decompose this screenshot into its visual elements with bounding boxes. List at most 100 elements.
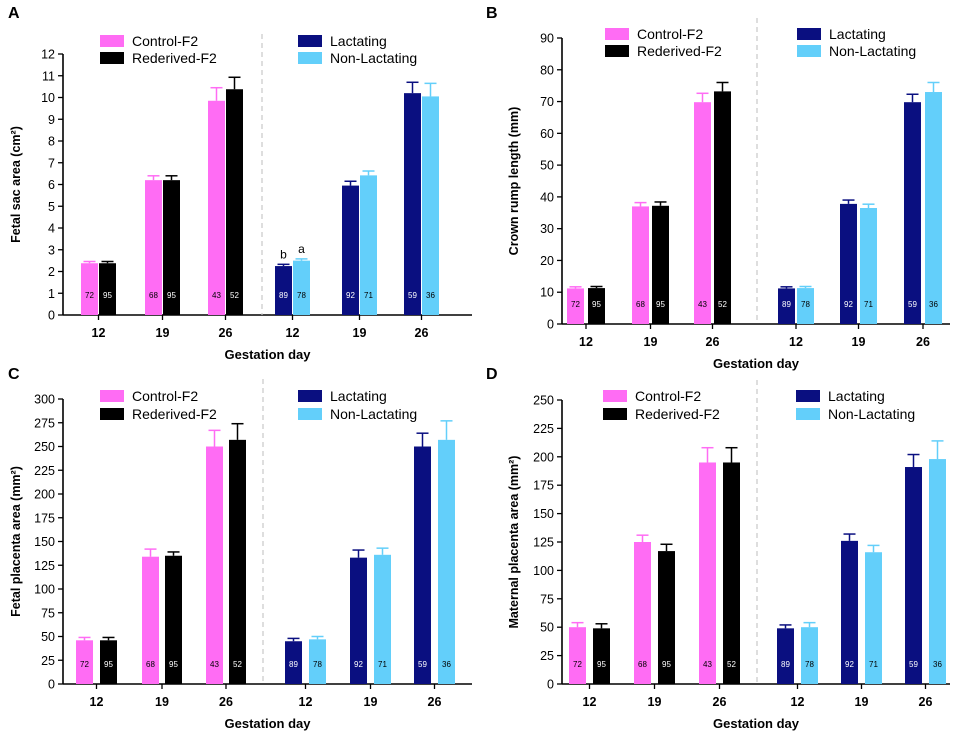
bar-n-label: 43 (212, 291, 221, 300)
y-tick-label: 7 (48, 156, 55, 170)
bar-n-label: 95 (656, 300, 665, 309)
legend-swatch (605, 28, 629, 40)
legend-swatch (605, 45, 629, 57)
bar (588, 288, 605, 324)
bar-n-label: 89 (289, 660, 298, 669)
bar-n-label: 95 (597, 660, 606, 669)
y-tick-label: 1 (48, 287, 55, 301)
y-tick-label: 250 (533, 394, 554, 408)
bar-n-label: 36 (442, 660, 451, 669)
y-tick-label: 10 (540, 286, 554, 300)
significance-label: b (280, 247, 287, 261)
bar (801, 627, 818, 684)
x-tick-label: 12 (90, 695, 104, 709)
legend-swatch (298, 408, 322, 420)
bar (634, 542, 651, 684)
legend-swatch (298, 390, 322, 402)
y-tick-label: 11 (42, 69, 55, 83)
legend-label: Lactating (330, 33, 387, 49)
bar (309, 639, 326, 684)
bar (165, 555, 182, 684)
x-tick-label: 19 (156, 326, 170, 340)
legend-label: Lactating (330, 388, 387, 404)
bar (438, 439, 455, 684)
y-tick-label: 2 (48, 265, 55, 279)
x-tick-label: 26 (415, 326, 429, 340)
bar-n-label: 78 (313, 660, 322, 669)
y-tick-label: 40 (540, 190, 554, 204)
bar-n-label: 68 (149, 291, 158, 300)
bar (163, 180, 180, 315)
bar (905, 467, 922, 684)
y-tick-label: 20 (540, 254, 554, 268)
y-tick-label: 90 (540, 32, 554, 46)
x-tick-label: 12 (299, 695, 313, 709)
y-axis-label: Maternal placenta area (mm²) (507, 456, 521, 629)
y-tick-label: 75 (540, 592, 554, 606)
bar (350, 557, 367, 684)
bar (929, 459, 946, 684)
y-tick-label: 0 (547, 318, 554, 332)
bar-n-label: 71 (364, 291, 373, 300)
bar-n-label: 36 (929, 300, 938, 309)
legend-swatch (100, 408, 124, 420)
x-tick-label: 19 (648, 695, 662, 709)
y-tick-label: 8 (48, 135, 55, 149)
bar (652, 205, 669, 324)
y-tick-label: 6 (48, 178, 55, 192)
x-tick-label: 19 (855, 695, 869, 709)
x-tick-label: 26 (219, 695, 233, 709)
panel-letter: D (486, 366, 498, 383)
bar (777, 628, 794, 684)
bar-n-label: 92 (845, 660, 854, 669)
y-tick-label: 225 (34, 464, 55, 478)
bar-n-label: 92 (346, 291, 355, 300)
legend-label: Rederived-F2 (132, 406, 217, 422)
y-tick-label: 25 (540, 649, 554, 663)
bar (208, 100, 225, 315)
x-tick-label: 12 (791, 695, 805, 709)
y-tick-label: 300 (34, 393, 55, 407)
bar-n-label: 72 (573, 660, 582, 669)
y-tick-label: 70 (540, 95, 554, 109)
legend-label: Rederived-F2 (635, 406, 720, 422)
y-tick-label: 150 (533, 507, 554, 521)
bar (360, 175, 377, 315)
bar (342, 185, 359, 315)
bar (100, 640, 117, 684)
y-tick-label: 100 (533, 564, 554, 578)
bar (404, 93, 421, 316)
y-tick-label: 150 (34, 535, 55, 549)
bar-n-label: 95 (103, 291, 112, 300)
bar (414, 446, 431, 684)
bar (904, 102, 921, 325)
y-tick-label: 50 (41, 630, 55, 644)
x-tick-label: 19 (364, 695, 378, 709)
bar (81, 263, 98, 315)
y-tick-label: 50 (540, 621, 554, 635)
y-axis-label: Crown rump length (mm) (507, 107, 521, 256)
y-tick-label: 0 (48, 309, 55, 323)
x-tick-label: 19 (852, 335, 866, 349)
y-tick-label: 12 (41, 48, 55, 62)
x-tick-label: 12 (789, 335, 803, 349)
y-tick-label: 175 (533, 479, 554, 493)
legend-swatch (796, 408, 820, 420)
bar-n-label: 78 (805, 660, 814, 669)
significance-label: a (298, 242, 305, 256)
panel-letter: B (486, 5, 498, 22)
legend-label: Non-Lactating (330, 406, 417, 422)
bar (723, 462, 740, 684)
bar-n-label: 68 (636, 300, 645, 309)
legend-swatch (100, 52, 124, 64)
bar (860, 208, 877, 324)
bar (76, 640, 93, 684)
y-tick-label: 25 (41, 654, 55, 668)
legend-swatch (100, 35, 124, 47)
y-tick-label: 5 (48, 200, 55, 214)
y-axis-label: Fetal placenta area (mm²) (9, 466, 23, 617)
bar (925, 92, 942, 325)
bar-n-label: 43 (698, 300, 707, 309)
x-tick-label: 26 (713, 695, 727, 709)
x-tick-label: 26 (919, 695, 933, 709)
